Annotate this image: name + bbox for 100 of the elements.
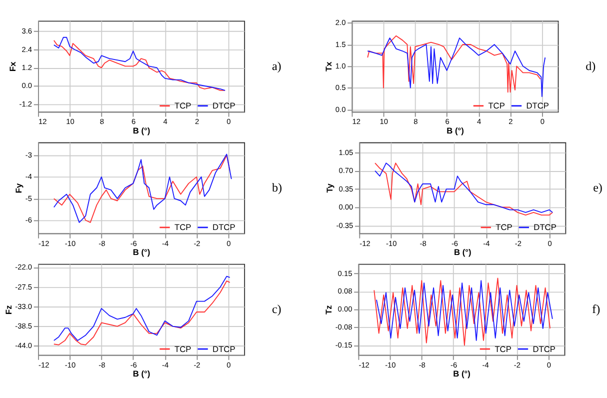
y-tick-label: -1.2	[19, 99, 32, 108]
x-tick-label: -12	[38, 360, 50, 370]
x-tick-label: 0	[548, 238, 552, 248]
legend-label: DTCP	[212, 344, 236, 354]
legend-label: DTCP	[212, 100, 236, 111]
y-axis-title: Fx	[8, 61, 18, 72]
x-tick-label: -4	[162, 360, 169, 370]
y-tick-label: -33.0	[15, 302, 32, 311]
y-tick-label: -22.0	[15, 262, 32, 272]
y-axis-title: Fy	[14, 182, 24, 194]
y-tick-label: 0.5	[335, 83, 346, 92]
x-tick-label: -12	[38, 238, 50, 248]
y-tick-label: 2.4	[22, 44, 32, 54]
y-tick-label: 1.5	[335, 40, 346, 49]
x-tick-label: 0	[226, 360, 231, 370]
x-tick-label: -8	[98, 238, 106, 248]
y-axis-title: Ty	[324, 183, 335, 193]
x-tick-label: -6	[130, 238, 137, 248]
x-tick-label: -10	[64, 238, 76, 248]
y-tick-label: 0.00	[338, 304, 352, 314]
legend-label: TCP	[174, 100, 192, 111]
legend-label: TCP	[494, 344, 512, 354]
x-tick-label: -4	[482, 360, 489, 370]
legend-label: DTCP	[534, 222, 557, 232]
legend-label: TCP	[174, 344, 192, 354]
y-tick-label: -0.08	[335, 322, 352, 332]
x-tick-label: -6	[451, 238, 458, 248]
y-tick-label: 1.05	[338, 148, 354, 157]
y-tick-label: -6	[25, 216, 32, 225]
x-tick-label: -12	[358, 360, 370, 370]
legend-label: TCP	[174, 222, 192, 232]
text: e)	[593, 180, 602, 194]
x-tick-label: 2	[508, 117, 513, 126]
x-tick-label: 0	[226, 117, 231, 126]
x-tick-label: 4	[163, 117, 168, 126]
text: c)	[272, 302, 282, 316]
y-tick-label: -0.35	[336, 220, 354, 230]
y-tick-label: 1.2	[22, 63, 32, 72]
text: a)	[272, 58, 282, 73]
y-tick-label: -27.5	[15, 282, 32, 292]
x-tick-label: -8	[420, 238, 426, 248]
y-tick-label: -5	[25, 194, 32, 203]
x-axis-title: B (°)	[453, 368, 471, 379]
y-tick-label: -44.0	[15, 341, 32, 350]
x-tick-label: -2	[514, 238, 522, 248]
x-tick-label: -10	[64, 360, 76, 370]
y-tick-label: 0.70	[338, 166, 354, 176]
x-tick-label: 0	[226, 238, 231, 248]
x-tick-label: 12	[352, 117, 360, 126]
legend-label: DTCP	[532, 344, 556, 354]
y-tick-label: -3	[25, 150, 32, 160]
text: f)	[592, 302, 600, 316]
legend-label: DTCP	[526, 100, 550, 111]
y-tick-label: 0.08	[338, 286, 352, 296]
text: d)	[586, 58, 596, 73]
y-axis-title: Tx	[324, 61, 334, 72]
x-tick-label: -2	[194, 238, 200, 248]
x-tick-label: 0	[540, 117, 544, 126]
x-axis-title: B (°)	[446, 125, 464, 136]
x-axis-title: B (°)	[132, 125, 150, 136]
legend-label: DTCP	[212, 222, 236, 232]
legend-label: TCP	[488, 100, 506, 111]
y-tick-label: 1.0	[335, 61, 346, 70]
x-tick-label: 8	[100, 117, 104, 126]
text: b)	[272, 180, 282, 194]
y-tick-label: 0.35	[338, 184, 354, 194]
x-tick-label: 6	[445, 117, 450, 126]
x-tick-label: -2	[194, 360, 200, 370]
x-tick-label: -6	[450, 360, 458, 370]
y-tick-label: -4	[25, 172, 32, 182]
x-axis-title: B (°)	[454, 247, 472, 258]
y-tick-label: 3.6	[22, 26, 32, 36]
y-tick-label: -38.5	[15, 322, 32, 331]
legend-label: TCP	[496, 222, 513, 232]
y-tick-label: 0.0	[22, 81, 32, 90]
x-tick-label: -4	[483, 238, 490, 248]
x-tick-label: 12	[38, 117, 47, 126]
x-tick-label: -2	[514, 360, 521, 370]
y-axis-title: Fz	[3, 305, 14, 314]
x-tick-label: 6	[132, 117, 136, 126]
x-tick-label: -4	[162, 238, 169, 248]
x-tick-label: -10	[385, 360, 396, 370]
x-tick-label: -8	[98, 360, 106, 370]
y-tick-label: 0.15	[338, 268, 352, 278]
x-tick-label: -8	[418, 360, 426, 370]
x-tick-label: 2	[194, 117, 200, 126]
x-tick-label: -12	[360, 238, 370, 248]
x-tick-label: 10	[380, 117, 388, 126]
y-tick-label: 0.0	[335, 104, 346, 114]
x-tick-label: -6	[130, 360, 137, 370]
x-tick-label: 0	[546, 360, 551, 370]
y-tick-label: -0.15	[335, 340, 352, 350]
y-tick-label: 2.0	[335, 18, 346, 28]
y-tick-label: 0.00	[338, 202, 354, 212]
x-tick-label: 10	[66, 117, 74, 126]
x-tick-label: 4	[476, 117, 482, 126]
x-tick-label: -10	[386, 238, 397, 248]
x-axis-title: B (°)	[132, 368, 150, 379]
y-axis-title: Tz	[324, 305, 334, 314]
x-tick-label: 8	[414, 117, 418, 126]
